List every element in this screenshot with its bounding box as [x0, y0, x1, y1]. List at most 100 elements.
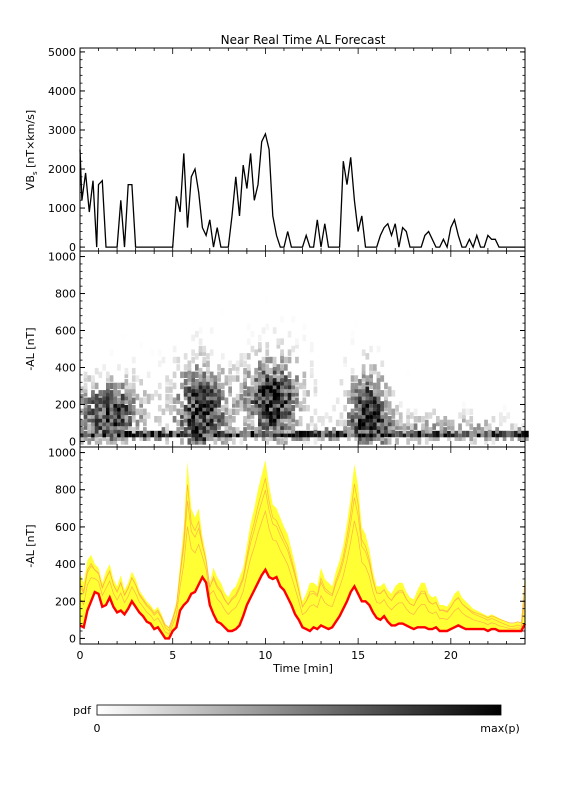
al-pdf-y-axis-label: -AL [nT]	[24, 327, 37, 370]
al-pdf-cell	[284, 416, 288, 423]
al-pdf-cell	[269, 367, 273, 375]
al-pdf-cell	[131, 390, 136, 397]
al-pdf-cell	[243, 401, 247, 408]
al-pdf-cell	[269, 382, 273, 390]
al-pdf-cell	[198, 408, 203, 416]
al-pdf-cell	[265, 419, 270, 427]
al-pdf-cell	[143, 419, 147, 427]
al-pdf-cell	[424, 412, 429, 419]
al-pdf-cell	[191, 371, 195, 379]
al-pdf-cell	[191, 379, 195, 386]
al-pdf-cell	[243, 360, 247, 367]
al-pdf-cell	[102, 434, 106, 441]
al-pdf-cell	[191, 356, 195, 364]
al-pdf-cell	[143, 427, 147, 434]
al-pdf-cell	[380, 423, 385, 430]
al-pdf-cell	[365, 401, 370, 408]
al-pdf-cell	[202, 345, 207, 353]
al-pdf-cell	[224, 416, 229, 423]
al-pdf-cell	[387, 404, 392, 412]
al-pdf-cell	[291, 430, 296, 438]
al-pdf-cell	[287, 331, 292, 338]
al-pdf-cell	[113, 390, 118, 397]
al-pdf-cell	[473, 438, 477, 445]
al-pdf-cell	[510, 430, 514, 438]
vbs-frame	[79, 47, 526, 252]
al-pdf-cell	[165, 401, 169, 408]
al-pdf-cell	[369, 438, 373, 445]
al-pdf-cell	[261, 416, 266, 423]
al-pdf-cell	[491, 416, 496, 423]
al-pdf-cell	[272, 364, 277, 371]
al-pdf-cell	[272, 382, 277, 390]
al-pdf-cell	[276, 430, 281, 438]
al-pdf-cell	[102, 423, 106, 430]
al-pdf-cell	[157, 360, 162, 367]
al-pdf-cell	[246, 423, 251, 430]
al-pdf-cell	[206, 423, 210, 430]
al-pdf-cell	[298, 382, 303, 390]
al-pdf-cell	[369, 375, 373, 382]
al-pdf-cell	[261, 379, 266, 386]
al-pdf-cell	[439, 419, 444, 427]
al-pdf-cell	[484, 430, 488, 438]
al-pdf-cell	[102, 397, 106, 404]
al-pdf-cell	[224, 379, 229, 386]
al-pdf-cell	[354, 393, 359, 401]
al-pdf-cell	[191, 408, 195, 416]
al-pdf-cell	[87, 416, 92, 423]
al-pdf-cell	[202, 434, 207, 441]
al-pdf-cell	[284, 438, 288, 445]
al-pdf-cell	[387, 408, 392, 416]
al-pdf-cell	[387, 390, 392, 397]
al-pdf-cell	[117, 427, 121, 434]
al-pdf-cell	[339, 430, 344, 438]
al-pdf-cell	[358, 438, 362, 445]
al-pdf-cell	[232, 427, 236, 434]
al-pdf-cell	[269, 356, 273, 364]
al-pdf-cell	[373, 408, 377, 416]
al-pdf-cell	[413, 416, 418, 423]
al-pdf-cell	[169, 404, 173, 412]
al-pdf-cell	[376, 375, 381, 382]
al-pdf-cell	[98, 401, 103, 408]
al-pdf-cell	[484, 423, 488, 430]
al-pdf-cell	[198, 371, 203, 379]
al-pdf-cell	[176, 430, 181, 438]
al-pdf-cell	[265, 367, 270, 375]
al-pdf-cell	[410, 423, 414, 430]
al-pdf-cell	[265, 401, 270, 408]
al-pdf-cell	[376, 393, 381, 401]
al-pdf-cell	[128, 419, 132, 427]
al-pdf-cell	[384, 412, 388, 419]
al-pdf-cell	[265, 375, 270, 382]
al-pdf-cell	[365, 386, 370, 393]
al-pdf-cell	[265, 427, 270, 434]
al-pdf-cell	[284, 401, 288, 408]
al-pdf-cell	[276, 382, 281, 390]
al-pdf-cell	[117, 401, 121, 408]
al-pdf-cell	[272, 419, 277, 427]
al-pdf-cell	[165, 404, 169, 412]
al-pdf-cell	[280, 356, 284, 364]
al-pdf-cell	[113, 434, 118, 441]
al-pdf-cell	[376, 434, 381, 441]
al-pdf-cell	[106, 401, 110, 408]
al-pdf-cell	[109, 430, 114, 438]
al-pdf-cell	[217, 430, 221, 438]
al-pdf-cell	[254, 427, 258, 434]
al-pdf-ytick-label: 200	[55, 398, 76, 411]
al-pdf-cell	[195, 408, 199, 416]
al-pdf-cell	[358, 416, 362, 423]
al-pdf-cell	[202, 393, 207, 401]
al-pdf-cell	[265, 356, 270, 364]
al-pdf-cell	[224, 423, 229, 430]
al-pdf-cell	[117, 423, 121, 430]
al-pdf-cell	[176, 356, 181, 364]
al-pdf-cell	[176, 397, 181, 404]
al-pdf-cell	[102, 430, 106, 438]
al-pdf-cell	[83, 382, 88, 390]
al-pdf-cell	[106, 375, 110, 382]
al-pdf-cell	[206, 430, 210, 438]
al-pdf-cell	[261, 360, 266, 367]
